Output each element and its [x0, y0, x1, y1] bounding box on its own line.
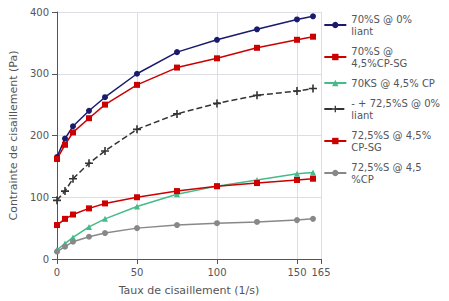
svg-text:72,5%S @ 4,5: 72,5%S @ 4,5	[351, 162, 421, 173]
svg-text:liant: liant	[351, 26, 373, 37]
svg-text:400: 400	[30, 7, 49, 18]
svg-text:0: 0	[43, 254, 49, 265]
svg-text:300: 300	[30, 68, 49, 79]
svg-text:70%S @: 70%S @	[351, 46, 393, 57]
svg-text:4,5%CP-SG: 4,5%CP-SG	[351, 58, 407, 69]
svg-text:100: 100	[207, 267, 226, 278]
svg-text:200: 200	[30, 130, 49, 141]
svg-text:50: 50	[131, 267, 144, 278]
svg-text:165: 165	[311, 267, 330, 278]
svg-text:%CP: %CP	[351, 174, 374, 185]
svg-text:Taux de cisaillement (1/s): Taux de cisaillement (1/s)	[118, 284, 260, 297]
svg-text:0: 0	[54, 267, 60, 278]
svg-text:70KS @ 4,5% CP: 70KS @ 4,5% CP	[351, 78, 435, 89]
svg-text:CP-SG: CP-SG	[351, 142, 382, 153]
svg-text:72,5%S @ 4,5%: 72,5%S @ 4,5%	[351, 130, 431, 141]
svg-text:70%S @ 0%: 70%S @ 0%	[351, 14, 412, 25]
svg-text:Contrainte de cisaillement (Pa: Contrainte de cisaillement (Pa)	[7, 50, 20, 220]
svg-text:liant: liant	[351, 110, 373, 121]
svg-text:100: 100	[30, 192, 49, 203]
svg-text:- + 72,5%S @ 0%: - + 72,5%S @ 0%	[351, 98, 440, 109]
svg-text:150: 150	[287, 267, 306, 278]
